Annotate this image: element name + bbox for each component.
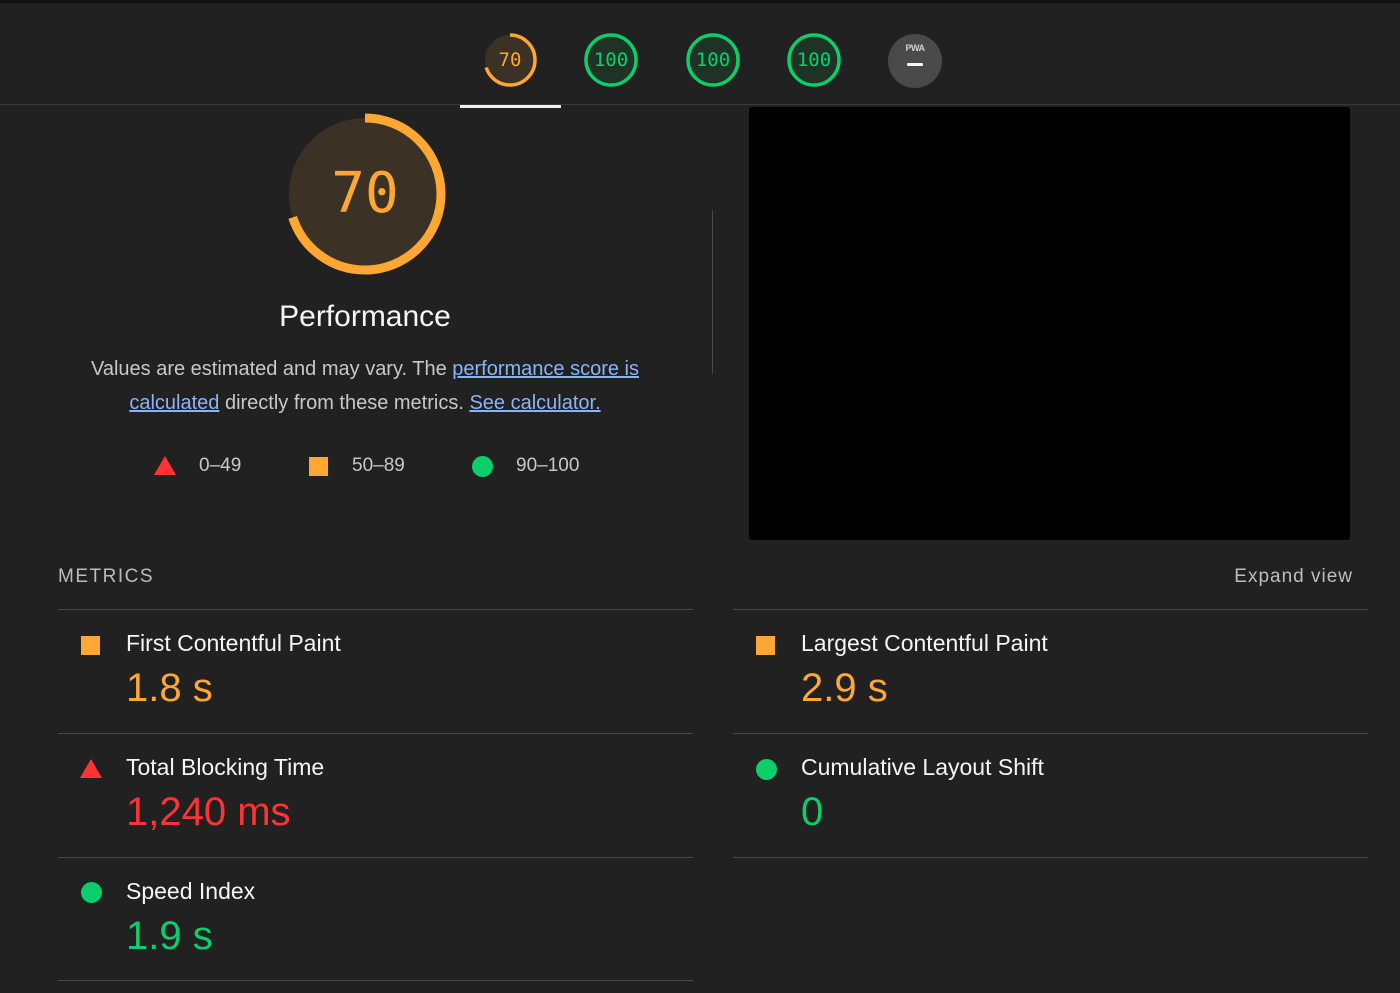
performance-score-gauge: 70	[282, 111, 448, 277]
divider	[58, 857, 693, 858]
legend-range: 90–100	[516, 455, 580, 476]
gauge-ring	[787, 33, 841, 87]
metric-value: 1,240 ms	[126, 790, 291, 834]
circle-icon	[472, 456, 493, 477]
square-icon	[81, 636, 100, 655]
gauge-ring	[284, 113, 446, 275]
selected-tab-indicator	[460, 105, 561, 108]
metric-name: First Contentful Paint	[126, 630, 341, 656]
metrics-heading: METRICS	[58, 566, 154, 587]
tab-pwa[interactable]: PWA	[888, 34, 942, 88]
triangle-icon	[80, 759, 102, 778]
metric-value: 0	[801, 790, 824, 834]
metric-name: Cumulative Layout Shift	[801, 754, 1044, 780]
metric-speed-index: Speed Index 1.9 s	[58, 858, 693, 982]
metric-first-contentful-paint: First Contentful Paint 1.8 s	[58, 610, 693, 734]
final-screenshot[interactable]	[749, 107, 1350, 540]
tab-score: 100	[796, 49, 832, 71]
tab-score: 70	[498, 49, 522, 71]
tab-best-practices[interactable]: 100	[684, 31, 742, 89]
category-tabs-bar: 70 100 100 100 PWA	[0, 0, 1400, 108]
category-description: Values are estimated and may vary. The p…	[80, 352, 650, 420]
tab-seo[interactable]: 100	[785, 31, 843, 89]
tab-accessibility[interactable]: 100	[582, 31, 640, 89]
see-calculator-link[interactable]: See calculator.	[469, 392, 601, 414]
divider	[733, 857, 1368, 858]
divider	[733, 609, 1368, 610]
score-legend: 0–49 50–89 90–100	[0, 452, 730, 480]
gauge-ring	[483, 33, 537, 87]
divider	[58, 980, 693, 981]
score-calculation-link[interactable]: performance score is calculated	[129, 358, 640, 414]
metric-value: 2.9 s	[801, 666, 888, 710]
performance-score: 70	[331, 161, 399, 226]
category-title: Performance	[279, 300, 451, 333]
tab-score: 100	[695, 49, 731, 71]
vertical-divider	[712, 210, 713, 374]
pwa-badge-label: PWA	[905, 43, 925, 53]
metric-value: 1.9 s	[126, 914, 213, 958]
description-text: Values are estimated and may vary. The	[90, 358, 453, 380]
metric-largest-contentful-paint: Largest Contentful Paint 2.9 s	[733, 610, 1368, 734]
triangle-icon	[154, 456, 176, 475]
metric-name: Total Blocking Time	[126, 754, 325, 780]
divider	[58, 733, 693, 734]
metric-value: 1.8 s	[126, 666, 213, 710]
legend-range: 0–49	[199, 455, 242, 476]
dash-icon	[907, 63, 923, 66]
metric-name: Largest Contentful Paint	[801, 630, 1048, 656]
legend-range: 50–89	[352, 455, 405, 476]
expand-view-toggle[interactable]: Expand view	[1234, 566, 1353, 587]
tab-performance[interactable]: 70	[481, 31, 539, 89]
square-icon	[756, 636, 775, 655]
circle-icon	[81, 882, 102, 903]
metric-cumulative-layout-shift: Cumulative Layout Shift 0	[733, 734, 1368, 858]
square-icon	[309, 457, 328, 476]
circle-icon	[756, 759, 777, 780]
gauge-ring	[584, 33, 638, 87]
description-text: directly from these metrics.	[219, 392, 470, 414]
metric-name: Speed Index	[126, 878, 256, 904]
gauge-ring	[686, 33, 740, 87]
tab-score: 100	[593, 49, 629, 71]
metric-total-blocking-time: Total Blocking Time 1,240 ms	[58, 734, 693, 858]
divider	[58, 609, 693, 610]
divider	[733, 733, 1368, 734]
